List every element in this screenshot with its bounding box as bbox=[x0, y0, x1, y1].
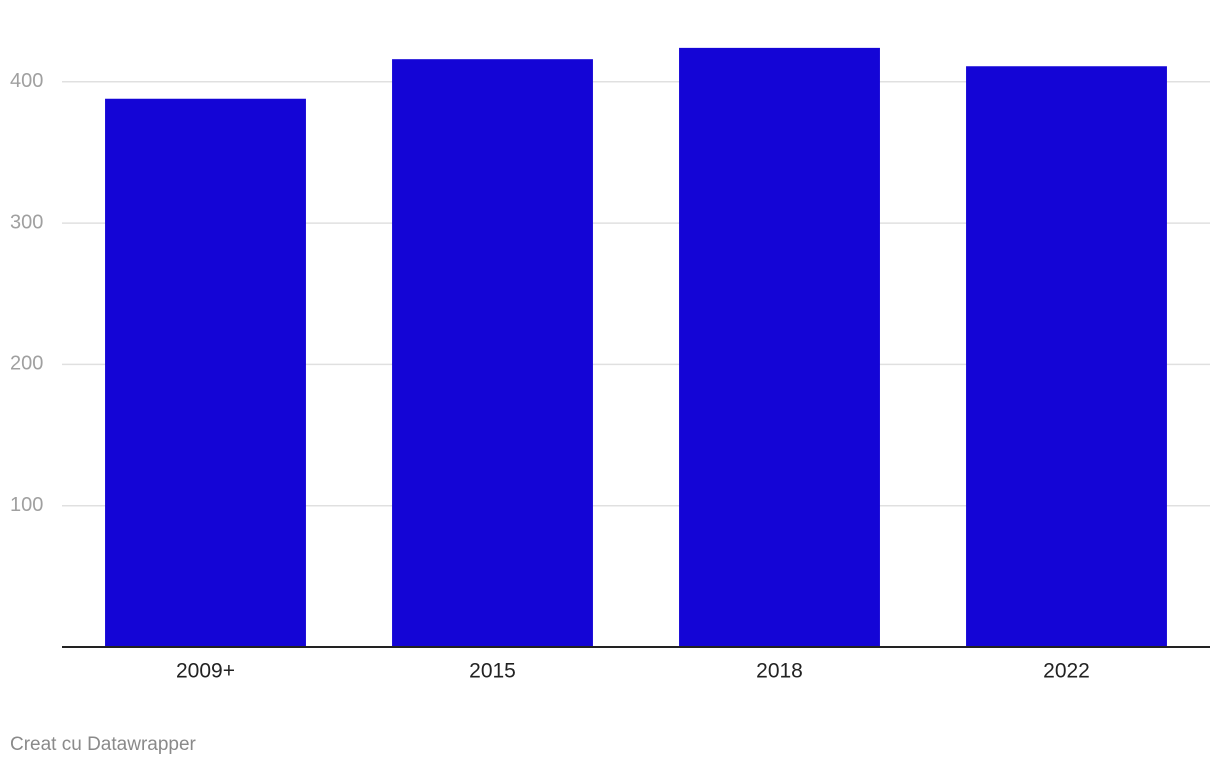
bar bbox=[966, 66, 1167, 648]
x-tick-label: 2018 bbox=[756, 660, 803, 683]
x-tick-label: 2009+ bbox=[176, 660, 235, 683]
credit: Creat cu Datawrapper bbox=[10, 734, 197, 755]
y-tick-label: 100 bbox=[10, 494, 43, 516]
x-tick-label: 2015 bbox=[469, 660, 516, 683]
y-tick-label: 300 bbox=[10, 211, 43, 233]
y-tick-label: 400 bbox=[10, 70, 43, 92]
bar bbox=[679, 47, 880, 648]
x-tick-label: 2022 bbox=[1043, 660, 1090, 683]
bar bbox=[392, 59, 593, 648]
y-tick-label: 200 bbox=[10, 353, 43, 375]
bar bbox=[105, 98, 306, 648]
